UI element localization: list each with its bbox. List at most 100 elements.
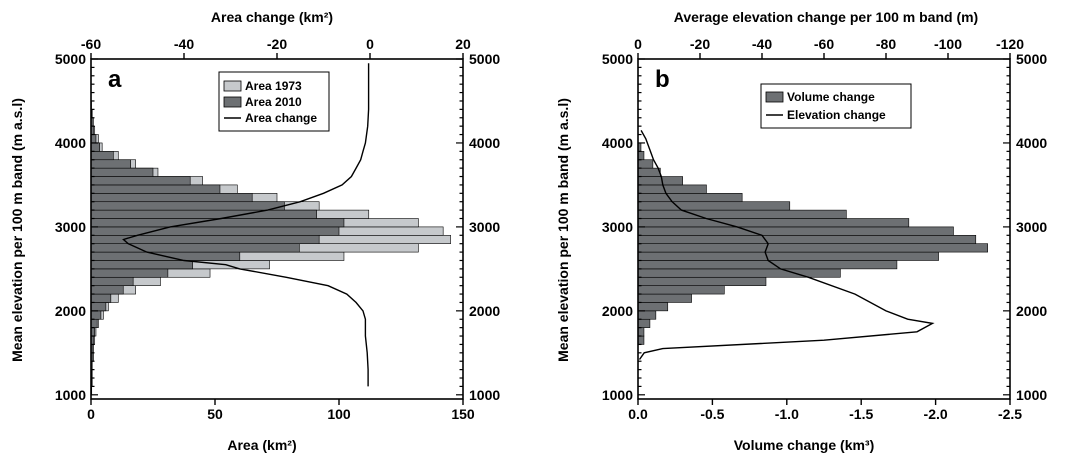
legend: Area 1973 Area 2010 Area change bbox=[218, 71, 330, 132]
panel-label-a: a bbox=[108, 66, 122, 93]
area-2010-bar bbox=[90, 167, 154, 177]
volume-change-bar bbox=[637, 201, 791, 211]
area-2010-bar bbox=[90, 268, 169, 278]
legend-frame bbox=[760, 83, 912, 129]
x2-tick-label: -120 bbox=[996, 36, 1024, 52]
x-tick-label: -1.5 bbox=[849, 406, 873, 422]
x-tick-label: -0.5 bbox=[700, 406, 724, 422]
x-tick-labels: 0 50 100 150 bbox=[87, 399, 475, 422]
y-axis-title: Mean elevation per 100 m band (m a.s.l) bbox=[555, 98, 571, 362]
area-2010-bar bbox=[90, 276, 134, 286]
volume-change-bar bbox=[637, 293, 692, 303]
y-tick-label: 5000 bbox=[55, 51, 86, 67]
area-2010-bar bbox=[90, 293, 112, 303]
x2-tick-label: -60 bbox=[814, 36, 834, 52]
volume-change-bar bbox=[637, 310, 657, 320]
area-2010-bar bbox=[90, 193, 253, 203]
x-tick-label: -1.0 bbox=[775, 406, 799, 422]
x-tick-label: 0.0 bbox=[628, 406, 648, 422]
area-2010-bar bbox=[90, 310, 102, 320]
x-tick-labels: 0.0 -0.5 -1.0 -1.5 -2.0 -2.5 bbox=[628, 399, 1022, 422]
area-2010-bar bbox=[90, 260, 193, 270]
volume-change-bar bbox=[637, 167, 661, 177]
legend-swatch-area-2010 bbox=[223, 96, 242, 108]
y-tick-label: 4000 bbox=[55, 135, 86, 151]
volume-change-bar bbox=[637, 151, 645, 161]
y-tick-label: 3000 bbox=[55, 219, 86, 235]
area-2010-bar bbox=[90, 184, 221, 194]
right-y-tick-label: 3000 bbox=[1016, 219, 1047, 235]
volume-change-bar bbox=[637, 209, 847, 219]
y-tick-label: 3000 bbox=[602, 219, 633, 235]
right-y-tick-label: 4000 bbox=[469, 135, 500, 151]
panel-label-b: b bbox=[655, 66, 670, 93]
x2-tick-label: -80 bbox=[876, 36, 896, 52]
area-2010-bar bbox=[90, 151, 114, 161]
y-tick-label: 2000 bbox=[602, 303, 633, 319]
x-tick-label: 150 bbox=[451, 406, 475, 422]
volume-change-bar bbox=[637, 159, 654, 169]
right-y-tick-label: 2000 bbox=[469, 303, 500, 319]
volume-change-bar bbox=[637, 218, 910, 228]
legend-label-area-change: Area change bbox=[245, 111, 317, 125]
volume-change-bar bbox=[637, 193, 743, 203]
legend-label-volume-change: Volume change bbox=[787, 90, 875, 104]
panel-b: Average elevation change per 100 m band … bbox=[555, 9, 1047, 453]
area-2010-bar bbox=[90, 176, 191, 186]
area-2010-bar bbox=[90, 285, 124, 295]
panel-a: Area change (km²) -60 -40 -20 0 20 0 50 100 150… bbox=[9, 9, 500, 453]
x2-tick-label: -100 bbox=[934, 36, 962, 52]
x2-tick-label: -20 bbox=[690, 36, 710, 52]
area-2010-bar bbox=[90, 201, 285, 211]
right-y-tick-label: 2000 bbox=[1016, 303, 1047, 319]
volume-change-bar bbox=[637, 234, 977, 244]
right-y-tick-labels: 1000 2000 3000 4000 5000 bbox=[1003, 51, 1047, 403]
area-2010-bar bbox=[90, 318, 98, 328]
legend-label-area-1973: Area 1973 bbox=[245, 79, 302, 93]
y-tick-label: 2000 bbox=[55, 303, 86, 319]
volume-change-bar bbox=[637, 260, 898, 270]
volume-change-bar bbox=[637, 276, 767, 286]
x-tick-label: 50 bbox=[207, 406, 223, 422]
right-y-tick-label: 1000 bbox=[469, 387, 500, 403]
x2-tick-label: -20 bbox=[267, 36, 287, 52]
area-2010-bar bbox=[90, 142, 100, 152]
legend-swatch-area-1973 bbox=[223, 80, 242, 92]
x2-tick-label: 20 bbox=[455, 36, 471, 52]
volume-change-bar bbox=[637, 268, 841, 278]
plot-frame bbox=[637, 58, 1011, 400]
area-2010-bar bbox=[90, 159, 131, 169]
volume-change-bar bbox=[637, 302, 669, 312]
legend: Volume change Elevation change bbox=[760, 83, 912, 129]
x-tick-label: 0 bbox=[87, 406, 95, 422]
right-y-tick-label: 5000 bbox=[469, 51, 500, 67]
legend-label-area-2010: Area 2010 bbox=[245, 95, 302, 109]
x-tick-label: 100 bbox=[327, 406, 351, 422]
volume-change-bar bbox=[637, 285, 725, 295]
elevation-change-line bbox=[638, 130, 935, 360]
x2-tick-label: -40 bbox=[752, 36, 772, 52]
x2-tick-labels: 0 -20 -40 -60 -80 -100 -120 bbox=[634, 36, 1024, 59]
x2-tick-label: -60 bbox=[81, 36, 101, 52]
right-y-tick-label: 1000 bbox=[1016, 387, 1047, 403]
x2-tick-label: 0 bbox=[634, 36, 642, 52]
volume-change-bar bbox=[637, 251, 939, 261]
x2-tick-label: 0 bbox=[366, 36, 374, 52]
y-axis-title: Mean elevation per 100 m band (m a.s.l) bbox=[9, 98, 25, 362]
y-tick-label: 1000 bbox=[55, 387, 86, 403]
x-tick-label: -2.5 bbox=[998, 406, 1022, 422]
y-tick-label: 4000 bbox=[602, 135, 633, 151]
area-2010-bar bbox=[90, 226, 340, 236]
area-2010-bar bbox=[90, 302, 107, 312]
x-tick-label: -2.0 bbox=[924, 406, 948, 422]
x-axis-title: Volume change (km³) bbox=[734, 437, 875, 453]
plot-frame bbox=[90, 58, 464, 400]
y-tick-label: 5000 bbox=[602, 51, 633, 67]
volume-change-bar bbox=[637, 243, 988, 253]
x2-axis-title: Average elevation change per 100 m band … bbox=[674, 9, 978, 25]
y-tick-labels: 1000 2000 3000 4000 5000 bbox=[55, 51, 98, 403]
y-tick-labels: 1000 2000 3000 4000 5000 bbox=[602, 51, 645, 403]
legend-label-elevation-change: Elevation change bbox=[787, 108, 886, 122]
right-y-tick-labels: 1000 2000 3000 4000 5000 bbox=[456, 51, 500, 403]
